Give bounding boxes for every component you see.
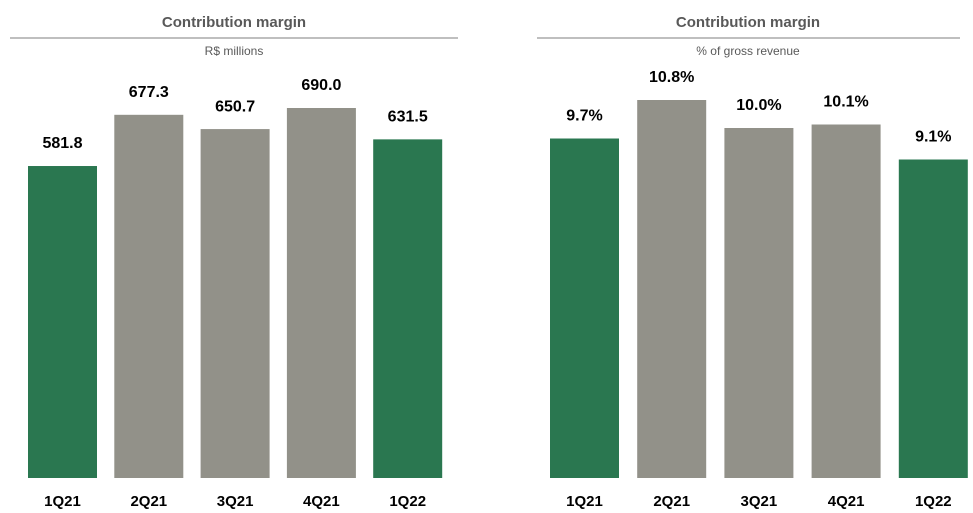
x-tick-label: 2Q21	[653, 493, 690, 510]
chart-subtitle: R$ millions	[205, 44, 264, 58]
bar	[114, 114, 184, 478]
bar	[200, 129, 270, 478]
value-label: 690.0	[301, 77, 341, 94]
bar	[286, 108, 356, 478]
bar	[373, 139, 443, 478]
x-tick-label: 3Q21	[741, 493, 778, 510]
value-label: 677.3	[129, 84, 169, 101]
value-label: 10.1%	[823, 94, 868, 111]
value-label: 650.7	[215, 98, 255, 115]
value-label: 10.8%	[649, 69, 694, 86]
chart-title: Contribution margin	[676, 14, 820, 31]
value-label: 9.7%	[566, 108, 602, 125]
bar	[637, 100, 707, 478]
x-tick-label: 1Q22	[915, 493, 952, 510]
value-label: 631.5	[388, 109, 428, 126]
bar	[724, 128, 794, 478]
x-tick-label: 2Q21	[130, 493, 167, 510]
value-label: 9.1%	[915, 129, 951, 146]
chart-subtitle: % of gross revenue	[696, 44, 800, 58]
x-tick-label: 3Q21	[217, 493, 254, 510]
x-tick-label: 1Q21	[566, 493, 603, 510]
bar	[898, 159, 968, 478]
x-tick-label: 4Q21	[303, 493, 340, 510]
bar	[811, 124, 881, 478]
value-label: 581.8	[42, 135, 82, 152]
x-tick-label: 4Q21	[828, 493, 865, 510]
chart-title: Contribution margin	[162, 14, 306, 31]
x-tick-label: 1Q21	[44, 493, 81, 510]
bar	[28, 166, 97, 478]
x-tick-label: 1Q22	[389, 493, 426, 510]
value-label: 10.0%	[736, 97, 781, 114]
bar	[550, 138, 619, 478]
